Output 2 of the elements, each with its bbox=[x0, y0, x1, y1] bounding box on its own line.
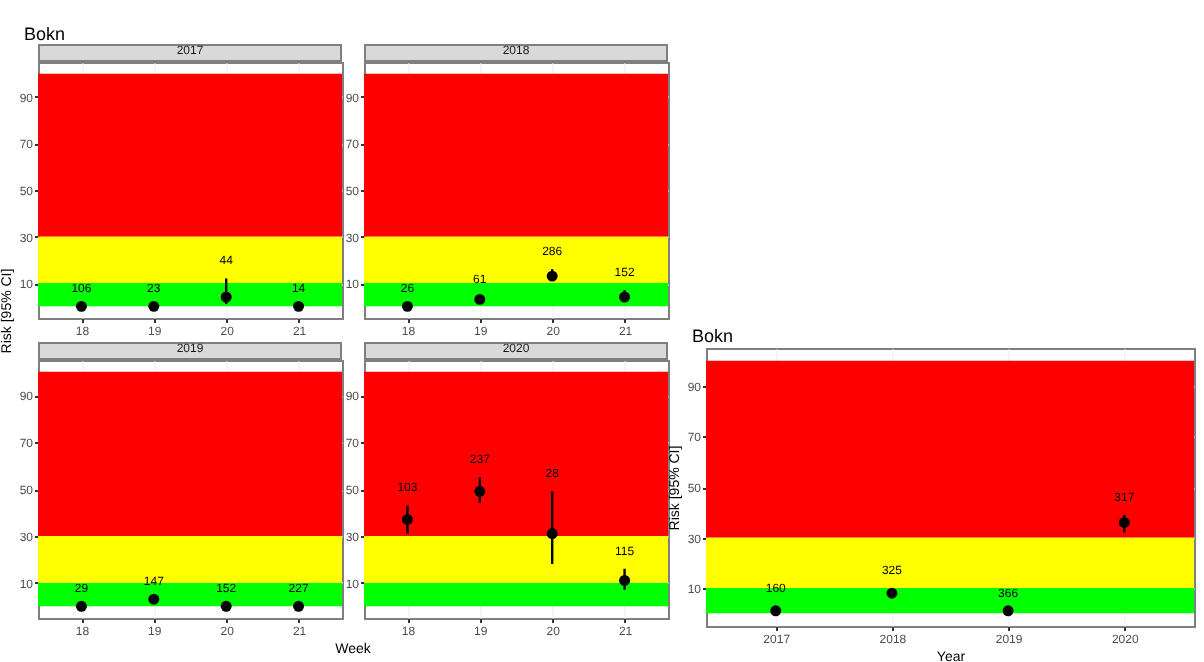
chart-title: Bokn bbox=[22, 24, 68, 44]
chart-title: Bokn bbox=[690, 324, 736, 348]
